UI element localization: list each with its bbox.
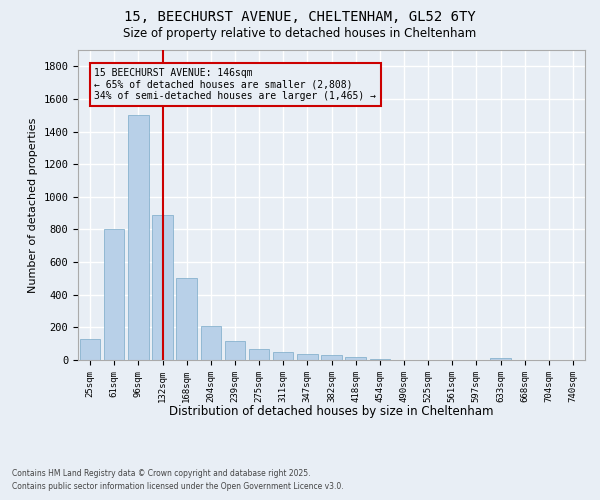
Bar — [128, 116, 149, 360]
Bar — [104, 228, 124, 360]
Bar — [346, 356, 366, 360]
Text: Contains public sector information licensed under the Open Government Licence v3: Contains public sector information licen… — [12, 482, 344, 491]
Text: 15 BEECHURST AVENUE: 146sqm
← 65% of detached houses are smaller (2,808)
34% of : 15 BEECHURST AVENUE: 146sqm ← 65% of det… — [94, 68, 376, 101]
Bar — [80, 339, 100, 360]
Text: Contains HM Land Registry data © Crown copyright and database right 2025.: Contains HM Land Registry data © Crown c… — [12, 468, 311, 477]
Bar — [273, 352, 293, 360]
Bar — [200, 326, 221, 360]
Bar — [370, 359, 390, 360]
Text: Size of property relative to detached houses in Cheltenham: Size of property relative to detached ho… — [124, 28, 476, 40]
Bar — [152, 215, 173, 360]
Bar — [176, 278, 197, 360]
Bar — [321, 356, 342, 360]
Text: 15, BEECHURST AVENUE, CHELTENHAM, GL52 6TY: 15, BEECHURST AVENUE, CHELTENHAM, GL52 6… — [124, 10, 476, 24]
Bar — [224, 341, 245, 360]
Bar — [297, 354, 317, 360]
Bar — [490, 358, 511, 360]
Bar — [249, 350, 269, 360]
Y-axis label: Number of detached properties: Number of detached properties — [28, 118, 38, 292]
X-axis label: Distribution of detached houses by size in Cheltenham: Distribution of detached houses by size … — [169, 405, 494, 418]
